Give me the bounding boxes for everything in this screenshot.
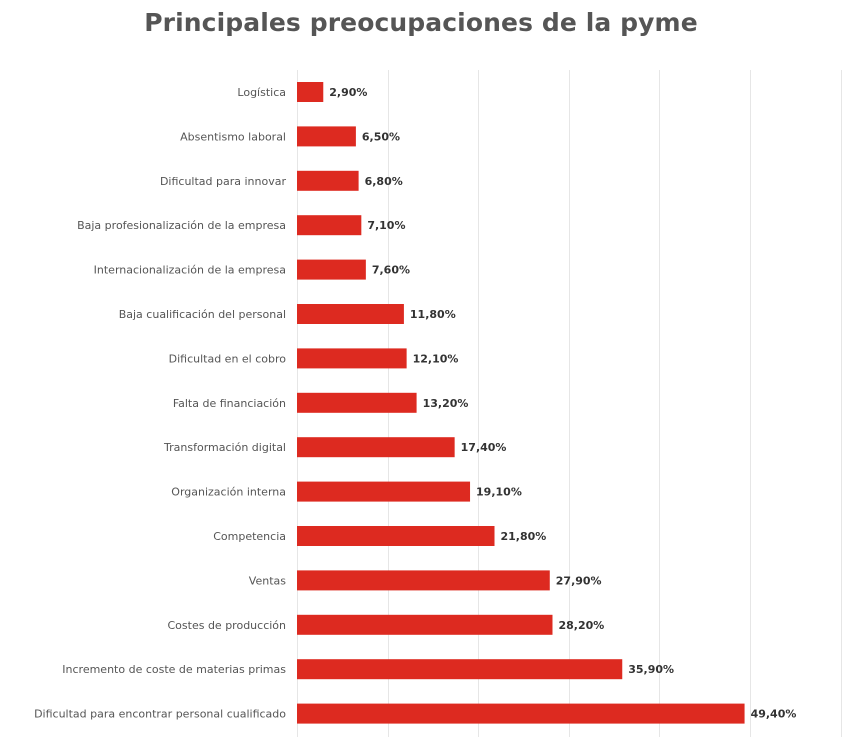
category-label: Ventas xyxy=(249,574,286,587)
value-label: 6,80% xyxy=(365,175,403,188)
value-label: 6,50% xyxy=(362,130,400,143)
value-label: 49,40% xyxy=(751,708,797,721)
category-label: Competencia xyxy=(213,530,286,543)
bar xyxy=(297,304,404,324)
bar xyxy=(297,570,550,591)
value-label: 13,20% xyxy=(423,397,469,410)
bar xyxy=(297,348,407,369)
category-label: Costes de producción xyxy=(168,619,287,632)
value-label: 28,20% xyxy=(558,619,604,632)
category-label: Baja profesionalización de la empresa xyxy=(77,219,286,232)
bar xyxy=(297,259,366,280)
bar xyxy=(297,703,745,724)
value-label: 19,10% xyxy=(476,486,522,499)
category-label: Dificultad en el cobro xyxy=(169,352,287,365)
value-label: 35,90% xyxy=(628,663,674,676)
bar xyxy=(297,392,417,413)
category-label: Baja cualificación del personal xyxy=(119,308,286,321)
category-label: Logística xyxy=(237,86,286,99)
value-label: 2,90% xyxy=(329,86,367,99)
bar xyxy=(297,437,455,458)
category-label: Dificultad para encontrar personal cuali… xyxy=(34,708,286,721)
category-label: Dificultad para innovar xyxy=(160,175,287,188)
bar xyxy=(297,481,471,502)
bar xyxy=(297,82,324,102)
bar xyxy=(297,170,359,191)
category-label: Falta de financiación xyxy=(173,397,286,410)
value-label: 27,90% xyxy=(556,574,602,587)
category-label: Internacionalización de la empresa xyxy=(94,264,286,277)
category-label: Incremento de coste de materias primas xyxy=(62,663,286,676)
bar xyxy=(297,614,553,635)
value-label: 7,10% xyxy=(367,219,405,232)
value-label: 11,80% xyxy=(410,308,456,321)
category-label: Organización interna xyxy=(171,486,286,499)
value-label: 12,10% xyxy=(413,352,459,365)
value-label: 17,40% xyxy=(461,441,507,454)
value-label: 7,60% xyxy=(372,264,410,277)
category-label: Transformación digital xyxy=(163,441,286,454)
chart-title: Principales preocupaciones de la pyme xyxy=(144,8,698,37)
category-label: Absentismo laboral xyxy=(180,130,286,143)
value-label: 21,80% xyxy=(501,530,547,543)
bar xyxy=(297,526,495,546)
bar xyxy=(297,215,362,236)
bar xyxy=(297,126,356,147)
bar xyxy=(297,659,623,680)
